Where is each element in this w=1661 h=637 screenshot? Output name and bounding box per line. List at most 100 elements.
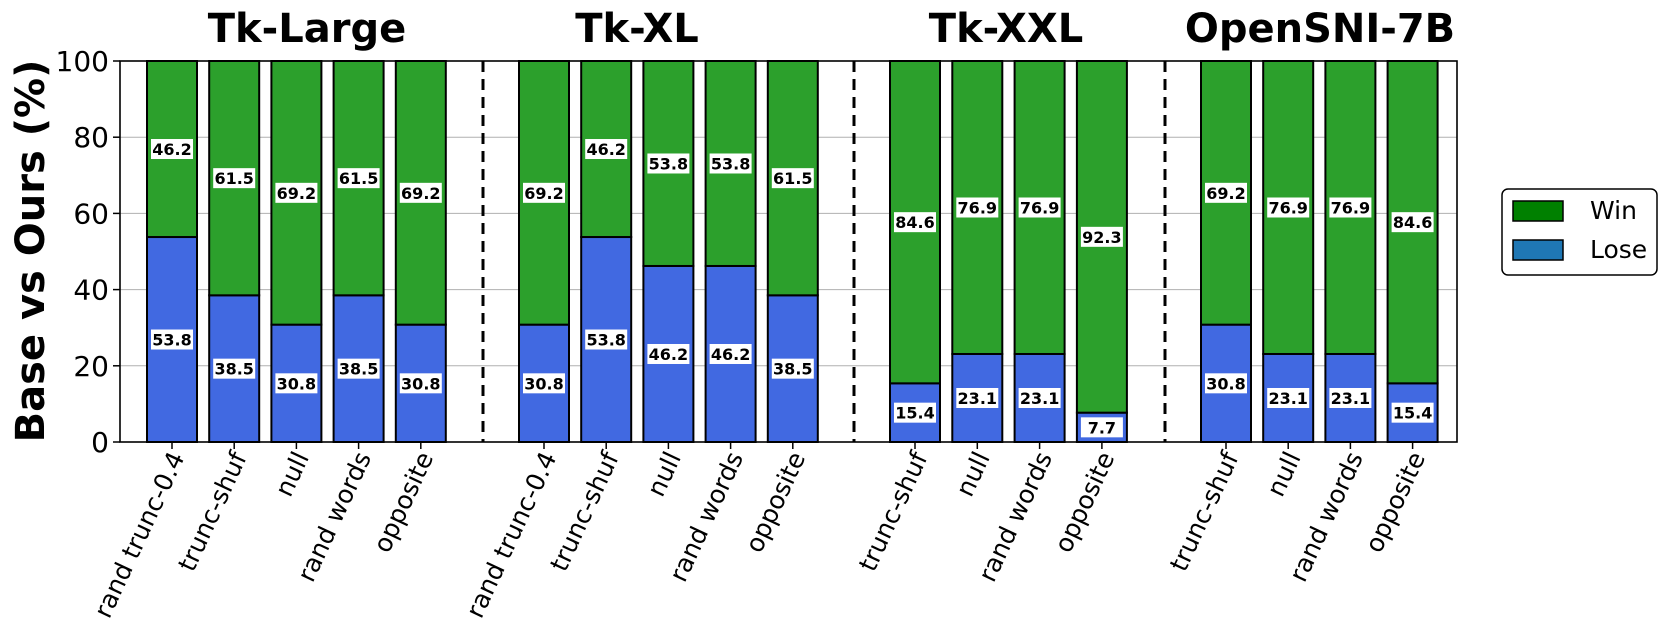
lose-label-box [1267, 387, 1310, 408]
lose-value-label: 30.8 [524, 374, 563, 393]
win-value-label: 69.2 [277, 184, 316, 203]
lose-value-label: 23.1 [1331, 389, 1370, 408]
x-tick-label: opposite [368, 447, 440, 557]
win-value-label: 61.5 [773, 169, 812, 188]
lose-value-label: 46.2 [649, 345, 688, 364]
legend: Win Lose [1501, 188, 1658, 276]
win-value-label: 46.2 [586, 140, 625, 159]
lose-label-box [1329, 387, 1372, 408]
y-axis-label: Base vs Ours (%) [8, 60, 54, 443]
win-label-box [894, 212, 936, 233]
lose-value-label: 38.5 [773, 360, 812, 379]
lose-label-box [1080, 417, 1123, 438]
win-label-box [399, 182, 442, 203]
lose-label-box [151, 329, 193, 350]
x-tick-label: null [950, 447, 996, 501]
x-tick-label: trunc-shuf [1164, 446, 1245, 575]
x-tick-label: null [641, 447, 687, 501]
legend-swatch-lose [1512, 239, 1564, 261]
lose-label-box [1391, 402, 1434, 423]
win-value-label: 61.5 [339, 169, 378, 188]
lose-value-label: 53.8 [586, 331, 625, 350]
win-label-box [585, 139, 628, 160]
x-tick-label: opposite [1359, 447, 1431, 557]
x-tick-label: trunc-shuf [853, 446, 934, 575]
win-label-box [275, 182, 318, 203]
x-tick-label: rand trunc-0.4 [460, 447, 562, 622]
win-value-label: 69.2 [524, 184, 563, 203]
win-label-box [151, 139, 193, 160]
group-title: Tk-XXL [929, 6, 1083, 52]
y-tick-label: 0 [91, 426, 109, 459]
x-tick-label: opposite [740, 447, 812, 557]
lose-label-box [523, 373, 565, 394]
win-label-box [523, 182, 565, 203]
group-title: OpenSNI-7B [1185, 6, 1455, 52]
win-value-label: 76.9 [958, 198, 997, 217]
lose-label-box [1018, 387, 1061, 408]
lose-label-box [956, 387, 999, 408]
lose-label-box [894, 402, 936, 423]
win-label-box [647, 153, 690, 174]
win-label-box [213, 168, 256, 189]
win-value-label: 76.9 [1020, 198, 1059, 217]
win-value-label: 46.2 [152, 140, 191, 159]
lose-label-box [337, 358, 380, 379]
legend-label-win: Win [1590, 196, 1637, 225]
lose-label-box [647, 343, 690, 364]
y-tick-label: 100 [56, 45, 109, 78]
lose-value-label: 23.1 [1020, 389, 1059, 408]
plot-frame [119, 60, 1458, 443]
win-label-box [1329, 197, 1372, 218]
win-value-label: 92.3 [1082, 228, 1121, 247]
win-label-box [771, 168, 814, 189]
x-tick-label: opposite [1049, 447, 1121, 557]
win-value-label: 61.5 [214, 169, 253, 188]
lose-value-label: 15.4 [1393, 404, 1432, 423]
win-label-box [1391, 212, 1434, 233]
lose-value-label: 15.4 [895, 404, 934, 423]
lose-label-box [585, 329, 628, 350]
lose-label-box [213, 358, 256, 379]
lose-value-label: 30.8 [401, 374, 440, 393]
lose-value-label: 53.8 [152, 331, 191, 350]
y-tick-label: 60 [73, 197, 109, 230]
group-title: Tk-XL [575, 6, 699, 52]
lose-label-box [275, 373, 318, 394]
lose-value-label: 38.5 [214, 360, 253, 379]
win-label-box [956, 197, 999, 218]
group-titles: Tk-Large Tk-XL Tk-XXL OpenSNI-7B [208, 6, 1455, 52]
win-label-box [1205, 182, 1247, 203]
lose-value-label: 30.8 [277, 374, 316, 393]
lose-value-label: 46.2 [711, 345, 750, 364]
win-label-box [1018, 197, 1061, 218]
y-tick-label: 80 [73, 121, 109, 154]
win-value-label: 53.8 [649, 154, 688, 173]
lose-label-box [709, 343, 752, 364]
lose-label-box [399, 373, 442, 394]
win-value-label: 69.2 [401, 184, 440, 203]
win-value-label: 84.6 [895, 213, 934, 232]
y-axis: 0 20 40 60 80 100 [56, 45, 120, 459]
lose-value-label: 23.1 [1268, 389, 1307, 408]
win-value-label: 53.8 [711, 154, 750, 173]
x-tick-label: null [269, 447, 315, 501]
x-tick-label: null [1261, 447, 1307, 501]
lose-value-label: 7.7 [1088, 418, 1116, 437]
bars: 46.2 53.8 61.5 38.5 69.2 30.8 61.5 38.5 69.2 30.8… [146, 60, 1439, 444]
lose-label-box [1205, 373, 1247, 394]
lose-value-label: 30.8 [1206, 374, 1245, 393]
win-value-label: 76.9 [1268, 198, 1307, 217]
win-value-label: 76.9 [1331, 198, 1370, 217]
win-value-label: 69.2 [1206, 184, 1245, 203]
legend-swatch-win [1512, 200, 1564, 222]
lose-value-label: 23.1 [958, 389, 997, 408]
win-value-label: 84.6 [1393, 213, 1432, 232]
x-tick-label: rand trunc-0.4 [88, 447, 190, 622]
win-label-box [1267, 197, 1310, 218]
legend-label-lose: Lose [1590, 235, 1647, 264]
y-tick-label: 40 [73, 274, 109, 307]
lose-label-box [771, 358, 814, 379]
